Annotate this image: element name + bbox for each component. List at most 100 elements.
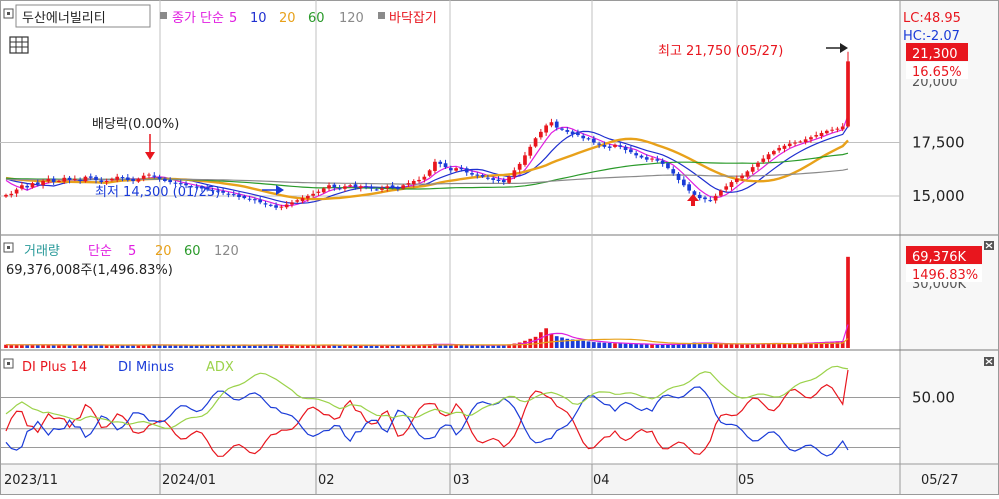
volume-bar xyxy=(650,344,654,348)
candle-body xyxy=(226,193,231,195)
volume-bar xyxy=(613,343,617,348)
candle-body xyxy=(163,178,167,181)
candle-body xyxy=(152,175,157,177)
candle-body xyxy=(348,185,353,187)
dmi-close-icon[interactable] xyxy=(984,357,994,366)
volume-bar xyxy=(14,344,19,348)
high-annotation: 최고 21,750 (05/27) xyxy=(658,44,783,59)
volume-bar xyxy=(528,338,533,348)
di-plus-label: DI Plus 14 xyxy=(22,360,87,375)
candle-body xyxy=(613,144,617,147)
candle-body xyxy=(141,175,146,179)
volume-bar xyxy=(798,343,803,348)
candle-body xyxy=(221,191,225,193)
candle-body xyxy=(734,178,739,183)
candle-body xyxy=(629,149,633,153)
candle-body xyxy=(284,204,289,208)
candle-body xyxy=(4,194,8,197)
candle-body xyxy=(713,195,718,201)
volume-bar xyxy=(666,344,670,348)
volume-bar xyxy=(830,341,834,348)
candle-body xyxy=(448,168,453,171)
volume-bar xyxy=(147,344,151,348)
volume-bar xyxy=(184,345,188,348)
volume-bar xyxy=(385,345,390,348)
candle-body xyxy=(337,188,342,190)
candle-body xyxy=(681,179,686,186)
volume-bar xyxy=(78,344,82,348)
volume-bar xyxy=(496,345,501,348)
volume-bar xyxy=(687,343,691,348)
candle-body xyxy=(819,132,824,137)
volume-bar xyxy=(316,345,321,348)
x-axis-label-03: 03 xyxy=(453,473,470,488)
candle-body xyxy=(666,163,670,169)
candle-body xyxy=(62,177,67,182)
candle-body xyxy=(343,186,347,189)
data-table-icon[interactable] xyxy=(9,36,29,54)
panel-collapse-icon-dot xyxy=(7,12,10,15)
candle-body xyxy=(110,178,114,181)
adx-line xyxy=(5,365,849,429)
volume-bar xyxy=(364,345,368,348)
volume-bar xyxy=(30,345,35,348)
candle-body xyxy=(517,163,522,170)
volume-bar xyxy=(62,344,67,348)
ma-settings-icon[interactable] xyxy=(160,12,167,19)
candle-body xyxy=(565,130,570,132)
volume-close-icon[interactable] xyxy=(984,241,994,250)
volume-bar xyxy=(131,344,135,348)
indicator-settings-icon[interactable] xyxy=(378,12,385,19)
candle-body xyxy=(231,194,236,196)
volume-bar xyxy=(644,344,649,348)
x-axis-label-02: 02 xyxy=(318,473,335,488)
candle-body xyxy=(215,190,220,192)
volume-bar xyxy=(740,344,744,348)
candle-body xyxy=(570,131,575,134)
candle-body xyxy=(528,146,533,156)
volume-bar xyxy=(486,345,490,348)
stock-name-box[interactable] xyxy=(15,4,151,28)
volume-bar xyxy=(327,345,331,348)
candle-body xyxy=(258,199,263,203)
volume-bar xyxy=(597,342,601,348)
volume-bar xyxy=(533,336,538,348)
volume-bar xyxy=(141,344,146,348)
volume-bar xyxy=(200,345,204,348)
candle-body xyxy=(644,157,649,160)
volume-bar xyxy=(20,344,24,348)
volume-bar xyxy=(57,344,61,348)
bottom-signal-arrow-icon xyxy=(687,194,699,206)
volume-bar xyxy=(279,345,284,348)
volume-bar xyxy=(274,344,278,348)
candle-body xyxy=(756,162,760,167)
candle-body xyxy=(178,183,183,185)
high-arrow-icon xyxy=(826,43,848,53)
candle-body xyxy=(814,135,819,137)
volume-bar xyxy=(173,345,178,348)
candle-body xyxy=(427,170,432,176)
candle-body xyxy=(454,168,458,171)
candle-body xyxy=(639,155,644,158)
volume-bar xyxy=(750,343,755,348)
volume-bar xyxy=(787,343,792,348)
last-price-badge xyxy=(906,43,968,61)
candle-body xyxy=(586,138,591,140)
candle-body xyxy=(729,182,734,187)
volume-bar xyxy=(332,345,337,348)
candle-body xyxy=(200,187,204,189)
stock-name[interactable]: 두산에너빌리티 xyxy=(22,11,106,26)
candle-body xyxy=(772,151,776,155)
candle-body xyxy=(459,167,464,170)
volume-badge xyxy=(906,246,982,264)
candle-body xyxy=(576,133,580,136)
ma-period-120: 120 xyxy=(339,11,364,26)
candle-body xyxy=(634,153,639,156)
candle-body xyxy=(697,194,702,199)
candle-body xyxy=(830,129,834,131)
candle-body xyxy=(41,181,45,186)
x-axis-label-04: 04 xyxy=(593,473,610,488)
last-price-value: 21,300 xyxy=(912,47,958,62)
candle-body xyxy=(660,160,665,164)
candle-body xyxy=(787,143,792,147)
